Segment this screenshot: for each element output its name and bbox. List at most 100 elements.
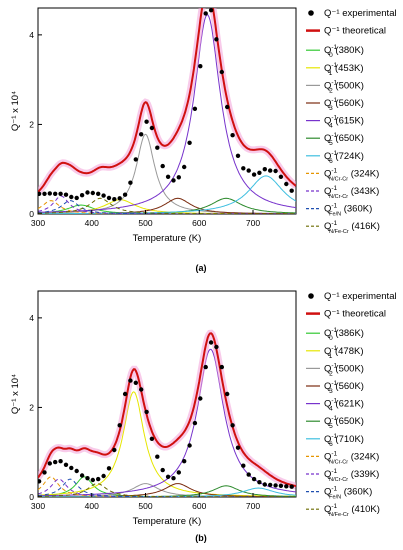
theoretical-halo — [38, 329, 296, 490]
legend-label: Q-1 0 (380K) — [324, 44, 364, 59]
experimental-point — [251, 476, 257, 482]
experimental-point — [63, 192, 69, 197]
experimental-point — [122, 192, 128, 197]
experimental-point — [144, 409, 149, 415]
x-tick-label: 300 — [31, 501, 45, 511]
experimental-point — [182, 164, 187, 170]
component-curve-10 — [38, 197, 296, 214]
experimental-point — [96, 476, 101, 482]
experimental-point — [47, 191, 52, 196]
experimental-point — [257, 480, 262, 485]
y-tick-label: 2 — [29, 119, 34, 129]
legend-label: Q-1 N/Cr-Cr (324K) — [324, 167, 379, 182]
experimental-point — [42, 191, 47, 196]
experimental-point — [219, 69, 224, 75]
experimental-point — [63, 462, 69, 467]
experimental-point — [289, 188, 294, 193]
legend-label: Q-1 N/Fe-Cr (416K) — [324, 220, 380, 235]
experimental-point — [47, 461, 52, 466]
experimental-point — [203, 364, 208, 370]
experimental-point — [133, 380, 138, 385]
experimental-point — [284, 181, 289, 187]
theoretical-curve — [38, 8, 296, 193]
experimental-point — [160, 163, 165, 169]
legend-label: Q-1 2 (500K) — [324, 362, 364, 377]
experimental-point — [165, 474, 171, 479]
experimental-point — [273, 483, 278, 488]
legend-label: Q-1 3 (560K) — [324, 380, 364, 395]
experimental-point — [117, 196, 122, 201]
experimental-point — [198, 396, 203, 401]
experimental-point — [182, 459, 187, 464]
legend-label: Q-1 Fe/N (360K) — [324, 486, 372, 501]
experimental-point — [42, 470, 47, 475]
legend: Q⁻¹ experimental Q⁻¹ theoretical Q-1 0 (386… — [306, 291, 397, 518]
experimental-point — [176, 470, 181, 475]
experimental-point — [112, 197, 117, 202]
x-tick-label: 400 — [85, 218, 99, 228]
plot-area — [38, 8, 296, 214]
experimental-point — [246, 472, 251, 477]
experimental-point — [112, 447, 117, 453]
theoretical-curve — [38, 332, 296, 488]
experimental-point — [38, 191, 42, 196]
experimental-point — [58, 459, 63, 464]
experimental-point — [85, 190, 90, 195]
experimental-point — [278, 174, 284, 179]
experimental-point — [79, 473, 85, 478]
plot-area — [38, 329, 296, 497]
x-tick-label: 700 — [246, 218, 260, 228]
experimental-point — [69, 465, 74, 471]
experimental-point — [208, 340, 214, 345]
experimental-point — [171, 178, 176, 183]
experimental-point — [246, 168, 251, 173]
experimental-point — [38, 479, 42, 484]
experimental-point — [149, 436, 155, 441]
experimental-point — [268, 168, 273, 173]
experimental-point — [230, 133, 235, 138]
experimental-point — [225, 391, 230, 397]
experimental-point — [90, 190, 96, 196]
experimental-point — [117, 423, 122, 428]
legend: Q⁻¹ experimental Q⁻¹ theoretical Q-1 0 (380… — [306, 8, 397, 235]
experimental-point — [273, 168, 278, 174]
legend-label: Q-1 6 (710K) — [324, 433, 364, 448]
component-curve-6 — [38, 175, 296, 214]
experimental-point — [149, 125, 155, 131]
experimental-point — [122, 391, 128, 397]
experimental-point — [128, 378, 133, 383]
experimental-point — [139, 132, 144, 137]
experimental-point — [192, 420, 198, 426]
legend-label: Q-1 6 (724K) — [324, 150, 364, 165]
x-axis-label: Temperature (K) — [133, 516, 202, 527]
experimental-point — [133, 157, 138, 162]
panel-label: (a) — [196, 263, 207, 273]
plot-frame — [37, 7, 297, 215]
experimental-point — [155, 454, 160, 459]
y-tick-label: 0 — [29, 209, 34, 219]
experimental-point — [160, 467, 165, 473]
legend-label-experimental: Q⁻¹ experimental — [324, 291, 397, 302]
legend-label: Q-1 1 (453K) — [324, 62, 363, 77]
legend-label: Q-1 Fe/N (360K) — [324, 203, 372, 218]
x-tick-label: 500 — [138, 218, 152, 228]
x-tick-label: 400 — [85, 501, 99, 511]
y-tick-label: 2 — [29, 402, 34, 412]
experimental-point — [289, 484, 294, 489]
component-curve-4 — [38, 14, 296, 213]
legend-label-theoretical: Q⁻¹ theoretical — [324, 26, 386, 37]
experimental-point — [53, 459, 58, 465]
experimental-point — [241, 166, 246, 171]
legend-marker-experimental — [308, 293, 314, 299]
experimental-point — [198, 63, 203, 69]
experimental-point — [219, 364, 224, 370]
legend-label-theoretical: Q⁻¹ theoretical — [324, 309, 386, 320]
legend-label: Q-1 1 (478K) — [324, 345, 363, 360]
y-tick-label: 4 — [29, 30, 34, 40]
legend-label: Q-1 N/Fe-Cr (410K) — [324, 503, 380, 518]
theoretical-halo — [38, 8, 296, 195]
x-tick-label: 600 — [192, 218, 206, 228]
experimental-point — [262, 482, 267, 487]
experimental-point — [225, 104, 230, 110]
experimental-point — [85, 476, 90, 481]
